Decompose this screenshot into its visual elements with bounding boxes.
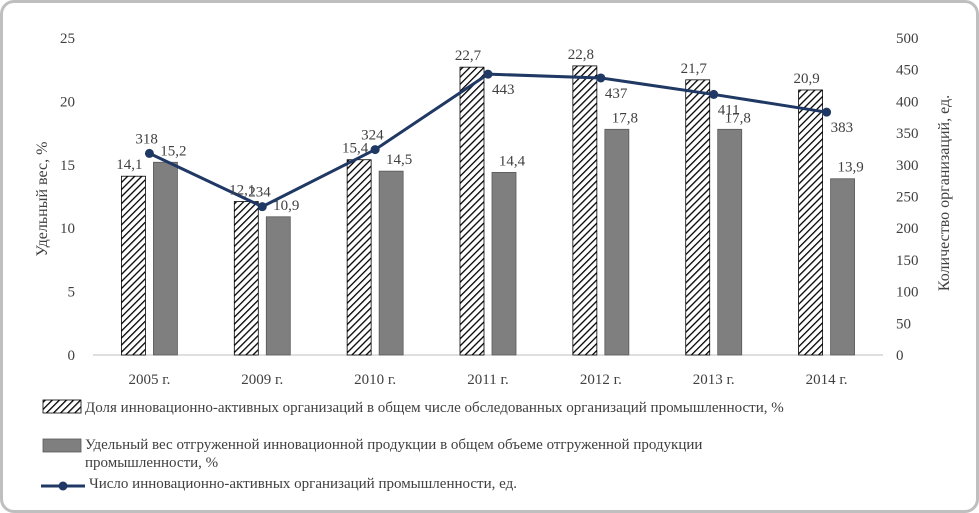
- y2-tick-label: 250: [896, 190, 919, 206]
- bar-hatched: [121, 175, 146, 356]
- category-label: 2011 г.: [467, 372, 508, 388]
- data-label-line: 318: [135, 131, 158, 147]
- data-label-line: 383: [831, 120, 854, 136]
- legend-item-gray-bar: Удельный вес отгруженной инновационной п…: [42, 437, 702, 471]
- data-label-line: 443: [492, 82, 515, 98]
- data-label-gray: 15,2: [160, 143, 186, 159]
- bar-hatched: [685, 79, 711, 356]
- legend-swatch-marker: [58, 481, 68, 491]
- bar-gray: [153, 161, 178, 356]
- category-label: 2010 г.: [354, 372, 396, 388]
- legend-item-hatched-bar: Доля инновационно-активных организаций в…: [42, 399, 784, 416]
- legend-item-line: Число инновационно-активных организаций …: [41, 476, 517, 492]
- y2-tick-label: 350: [896, 126, 919, 142]
- data-label-line: 324: [361, 128, 384, 144]
- category-label: 2014 г.: [806, 372, 848, 388]
- y2-tick-label: 50: [896, 316, 911, 332]
- y2-tick-label: 150: [896, 253, 919, 269]
- bar-hatched: [459, 66, 485, 356]
- category-label: 2005 г.: [128, 372, 170, 388]
- category-label: 2012 г.: [580, 372, 622, 388]
- data-label-line: 437: [605, 86, 628, 102]
- y2-tick-label: 450: [896, 63, 919, 79]
- y2-tick-label: 200: [896, 221, 919, 237]
- y2-tick-label: 400: [896, 94, 919, 110]
- y-tick-label: 10: [60, 221, 75, 237]
- line-point: [370, 145, 380, 155]
- data-label-hatched: 14,1: [116, 157, 142, 173]
- data-label-gray: 14,5: [386, 152, 412, 168]
- category-label: 2013 г.: [693, 372, 735, 388]
- right-axis-ticks: 0 50 100 150 200 250 300 350 400 450 500: [896, 31, 919, 364]
- line-point: [596, 73, 606, 83]
- data-label-gray: 17,8: [612, 110, 638, 126]
- y-tick-label: 5: [68, 285, 76, 301]
- bar-gray: [604, 128, 630, 356]
- y-tick-label: 25: [60, 31, 75, 47]
- bar-hatched: [233, 201, 259, 356]
- line-point: [144, 148, 154, 158]
- y2-tick-label: 500: [896, 31, 919, 47]
- data-label-hatched: 22,8: [568, 47, 594, 63]
- legend-swatch-gray: [42, 438, 82, 453]
- legend: Доля инновационно-активных организаций в…: [41, 399, 784, 492]
- category-label: 2009 г.: [241, 372, 283, 388]
- y2-tick-label: 0: [896, 348, 904, 364]
- bar-hatched: [572, 65, 598, 356]
- data-label-gray: 17,8: [725, 110, 751, 126]
- legend-label-gray-line2: промышленности, %: [85, 455, 218, 471]
- bar-hatched: [798, 89, 823, 356]
- line-series: [144, 69, 832, 212]
- data-label-hatched: 15,4: [342, 141, 369, 157]
- bar-gray: [491, 172, 517, 356]
- bar-series: [121, 65, 855, 356]
- data-labels: 14,1 15,2 12,1 10,9 15,4 14,5 22,7 14,4 22,8 17,8…: [116, 47, 863, 214]
- legend-label-line: Число инновационно-активных организаций …: [89, 476, 517, 492]
- bar-gray: [265, 216, 291, 356]
- line-point: [257, 202, 267, 212]
- data-label-hatched: 21,7: [681, 61, 708, 77]
- category-labels: 2005 г. 2009 г. 2010 г. 2011 г. 2012 г. 2013 …: [128, 372, 847, 388]
- data-label-line: 234: [248, 185, 271, 201]
- line-point: [822, 107, 832, 117]
- line-point: [709, 89, 719, 99]
- bar-gray: [378, 170, 404, 356]
- left-axis-ticks: 0 5 10 15 20 25: [60, 31, 75, 364]
- data-label-gray: 13,9: [837, 160, 863, 176]
- y2-tick-label: 100: [896, 285, 919, 301]
- bar-gray: [830, 178, 855, 356]
- legend-label-hatched: Доля инновационно-активных организаций в…: [85, 400, 784, 416]
- y-tick-label: 20: [60, 94, 75, 110]
- y-axis-title: Удельный вес, %: [34, 142, 51, 257]
- data-label-hatched: 20,9: [793, 71, 819, 87]
- data-label-line: 411: [718, 102, 740, 118]
- bar-gray: [717, 128, 743, 356]
- y-tick-label: 0: [68, 348, 76, 364]
- legend-swatch-hatched: [42, 399, 82, 414]
- data-label-gray: 10,9: [273, 198, 299, 214]
- y-tick-label: 15: [60, 158, 75, 174]
- bar-hatched: [346, 159, 372, 356]
- combo-chart: 0 5 10 15 20 25 0 50 100 150 200 250 300 350 400 450 50…: [34, 31, 953, 492]
- y2-tick-label: 300: [896, 158, 919, 174]
- line-point: [483, 69, 493, 79]
- data-label-hatched: 22,7: [455, 48, 482, 64]
- legend-label-gray-line1: Удельный вес отгруженной инновационной п…: [85, 437, 702, 453]
- data-label-gray: 14,4: [499, 153, 526, 169]
- data-label-hatched: 12,1: [229, 183, 255, 199]
- y2-axis-title: Количество организаций, ед.: [936, 95, 953, 291]
